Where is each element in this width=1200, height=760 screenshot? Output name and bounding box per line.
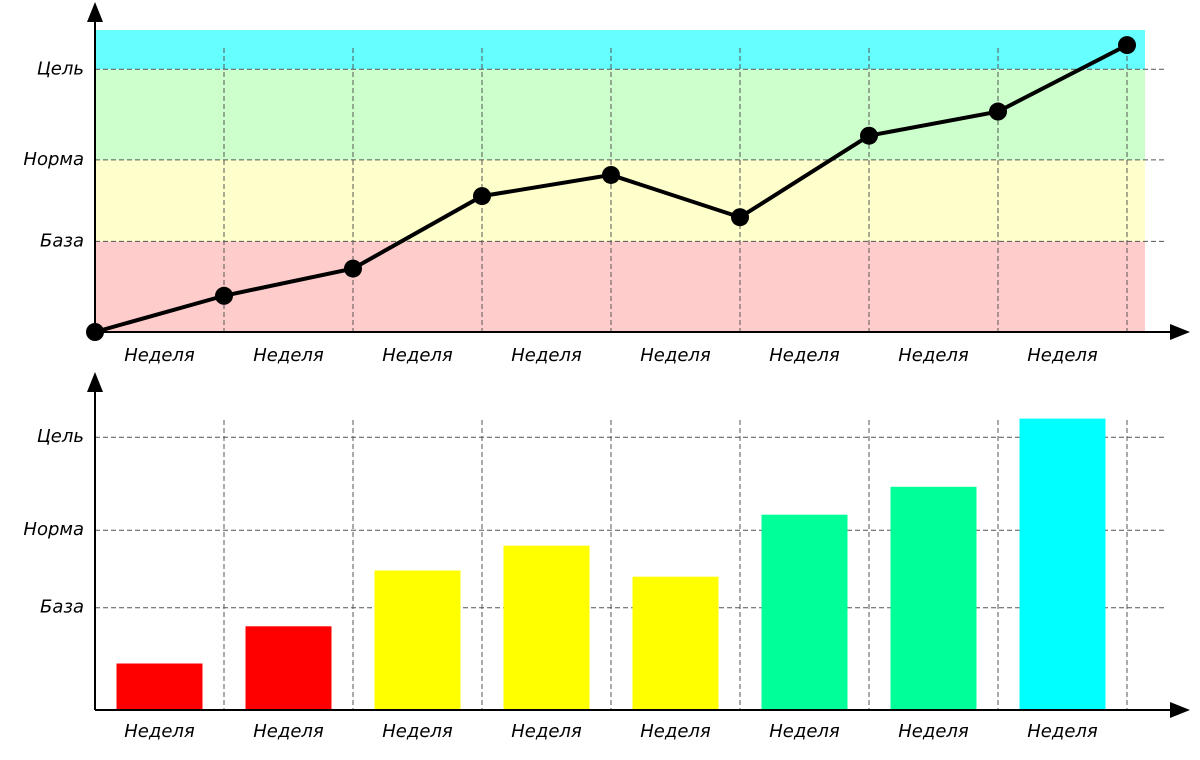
y-tick-label: Цель	[37, 58, 84, 79]
bar	[503, 545, 590, 710]
x-tick-label: Неделя	[382, 721, 453, 742]
point	[473, 187, 491, 206]
bar	[374, 570, 461, 710]
x-tick-label: Неделя	[1027, 345, 1098, 366]
bar	[761, 514, 848, 710]
zone-band	[95, 159, 1145, 242]
x-tick-label: Неделя	[769, 345, 840, 366]
point	[344, 259, 362, 278]
point	[731, 208, 749, 227]
x-tick-label: Неделя	[253, 721, 324, 742]
x-tick-label: Неделя	[253, 345, 324, 366]
point	[215, 286, 233, 305]
point	[860, 126, 878, 145]
x-tick-label: Неделя	[382, 345, 453, 366]
y-tick-label: Цель	[37, 426, 84, 447]
x-tick-label: Неделя	[124, 345, 195, 366]
point	[1118, 36, 1136, 55]
x-tick-label: Неделя	[898, 721, 969, 742]
y-tick-label: База	[40, 597, 84, 618]
x-tick-label: Неделя	[640, 721, 711, 742]
bar	[245, 626, 332, 710]
x-tick-label: Неделя	[769, 721, 840, 742]
x-tick-label: Неделя	[640, 345, 711, 366]
x-tick-label: Неделя	[511, 345, 582, 366]
zone-band	[95, 69, 1145, 160]
y-tick-label: Норма	[23, 149, 84, 170]
zone-band	[95, 241, 1145, 332]
x-tick-label: Неделя	[898, 345, 969, 366]
point	[602, 165, 620, 184]
point	[989, 102, 1007, 121]
bar	[890, 486, 977, 710]
y-tick-label: Норма	[23, 519, 84, 540]
bar	[116, 663, 203, 710]
y-tick-label: База	[40, 230, 84, 251]
x-tick-label: Неделя	[124, 721, 195, 742]
x-tick-label: Неделя	[1027, 721, 1098, 742]
bar	[1019, 418, 1106, 710]
zone-band	[95, 30, 1145, 70]
x-tick-label: Неделя	[511, 721, 582, 742]
bar	[632, 576, 719, 710]
